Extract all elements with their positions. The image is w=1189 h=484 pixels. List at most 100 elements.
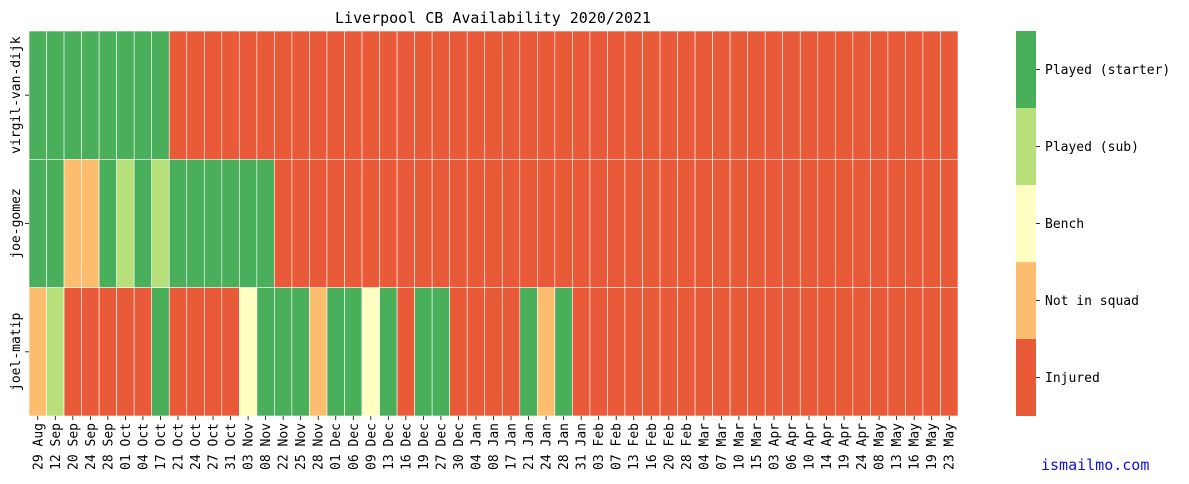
heatmap-cell	[291, 159, 310, 288]
heatmap-cell	[396, 30, 415, 160]
heatmap-cell	[747, 287, 766, 417]
heatmap-cell	[46, 287, 65, 417]
heatmap-cell	[326, 287, 345, 417]
column-label: 10 Mar	[732, 423, 747, 470]
column-label: 27 Dec	[434, 423, 449, 470]
heatmap-cell	[642, 30, 661, 160]
heatmap-cell	[133, 159, 152, 288]
column-label: 17 Jan	[505, 423, 520, 470]
heatmap-cell	[449, 30, 468, 160]
row-label: joe-gomez	[9, 188, 24, 258]
column-label: 23 May	[943, 423, 958, 470]
heatmap-cell	[63, 30, 82, 160]
heatmap-cell	[572, 287, 591, 417]
heatmap-cell	[326, 30, 345, 160]
heatmap-cell	[572, 159, 591, 288]
heatmap-cell	[659, 159, 678, 288]
heatmap-cell	[729, 30, 748, 160]
heatmap-cell	[852, 159, 871, 288]
column-label: 22 Nov	[277, 423, 292, 470]
heatmap-cell	[291, 30, 310, 160]
column-label: 21 Jan	[522, 423, 537, 470]
legend-swatch	[1016, 185, 1036, 262]
column-label: 06 Apr	[785, 423, 800, 470]
heatmap-cell	[589, 30, 608, 160]
legend-swatch	[1016, 262, 1036, 339]
heatmap-cell	[712, 30, 731, 160]
column-label: 27 Oct	[207, 423, 222, 470]
heatmap-cell	[519, 30, 538, 160]
heatmap-cell	[133, 30, 152, 160]
heatmap-cell	[554, 287, 573, 417]
heatmap-cell	[116, 159, 135, 288]
heatmap-cell	[624, 159, 643, 288]
column-label: 19 Apr	[838, 423, 853, 470]
column-label: 28 Feb	[680, 423, 695, 470]
legend-swatch	[1016, 31, 1036, 108]
column-labels: 29 Aug 12 Sep 20 Sep 24 Sep 28 Sep 01 Oct 04 O…	[31, 416, 958, 470]
heatmap-cell	[221, 30, 240, 160]
heatmap-cell	[361, 30, 380, 160]
heatmap-cell	[309, 287, 328, 417]
column-label: 17 Oct	[154, 423, 169, 470]
heatmap-cells	[28, 30, 959, 417]
heatmap-cell	[203, 30, 223, 160]
heatmap-cell	[396, 287, 415, 417]
column-label: 07 Feb	[610, 423, 625, 470]
heatmap-cell	[870, 287, 889, 417]
heatmap-cell	[28, 287, 47, 417]
heatmap-cell	[852, 30, 871, 160]
heatmap-cell	[747, 30, 766, 160]
heatmap-cell	[484, 30, 503, 160]
heatmap-cell	[624, 30, 643, 160]
heatmap-cell	[46, 30, 65, 160]
heatmap-cell	[887, 159, 906, 288]
heatmap-cell	[589, 287, 608, 417]
heatmap-cell	[677, 159, 696, 288]
heatmap-cell	[186, 159, 205, 288]
heatmap-cell	[81, 30, 100, 160]
legend-label: Bench	[1045, 217, 1084, 232]
column-label: 13 May	[890, 423, 905, 470]
heatmap-cell	[46, 159, 65, 288]
heatmap-cell	[133, 287, 152, 417]
heatmap-cell	[151, 30, 170, 160]
heatmap-cell	[835, 159, 854, 288]
heatmap-cell	[28, 159, 47, 288]
heatmap-cell	[361, 287, 380, 417]
heatmap-cell	[694, 287, 713, 417]
heatmap-cell	[729, 287, 748, 417]
heatmap-cell	[501, 287, 521, 417]
heatmap-cell	[852, 287, 871, 417]
heatmap-cell	[940, 30, 959, 160]
row-labels: virgil-van-dijk joe-gomez joel-matip	[9, 36, 29, 391]
heatmap-cell	[554, 159, 573, 288]
heatmap-cell	[344, 30, 363, 160]
legend-label: Played (starter)	[1045, 63, 1170, 78]
heatmap-cell	[922, 287, 941, 417]
heatmap-cell	[537, 30, 556, 160]
heatmap-cell	[379, 30, 398, 160]
column-label: 28 Jan	[557, 423, 572, 470]
heatmap-cell	[712, 287, 731, 417]
column-label: 04 Mar	[697, 423, 712, 470]
heatmap-cell	[799, 30, 819, 160]
heatmap-cell	[782, 30, 801, 160]
column-label: 24 Oct	[189, 423, 204, 470]
column-label: 08 May	[873, 423, 888, 470]
column-label: 19 May	[925, 423, 940, 470]
heatmap-cell	[81, 287, 100, 417]
column-label: 03 Apr	[767, 423, 782, 470]
heatmap-cell	[168, 30, 188, 160]
heatmap-cell	[519, 159, 538, 288]
heatmap-cell	[256, 287, 275, 417]
heatmap-cell	[344, 159, 363, 288]
heatmap-cell	[694, 30, 713, 160]
heatmap-cell	[572, 30, 591, 160]
column-label: 24 Apr	[855, 423, 870, 470]
heatmap-cell	[589, 159, 608, 288]
legend-label: Injured	[1045, 371, 1100, 386]
column-label: 29 Aug	[31, 423, 46, 470]
column-label: 12 Sep	[49, 423, 64, 470]
watermark-link[interactable]: ismailmo.com	[1041, 456, 1150, 474]
